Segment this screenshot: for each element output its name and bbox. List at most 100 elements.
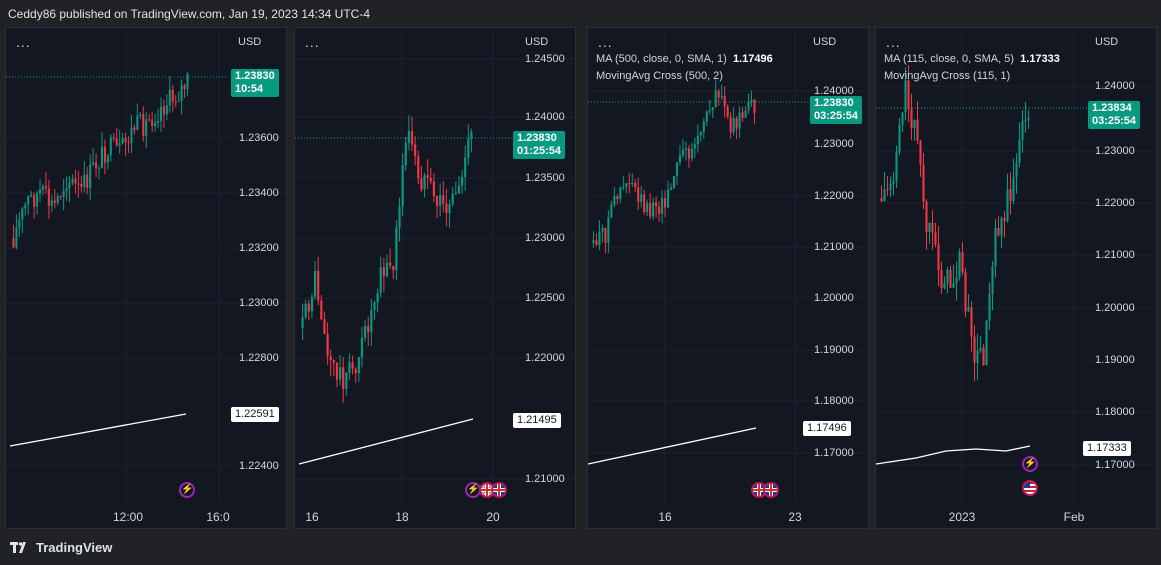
candle-body [595,240,598,246]
candle-body [50,200,53,206]
bar-countdown: 03:25:54 [814,110,859,122]
candle-body [180,85,183,101]
candle-body [672,175,676,188]
candle-body [678,155,682,163]
chart-menu-button[interactable]: ... [598,34,613,50]
y-tick: 1.19000 [814,344,854,356]
candle-body [38,189,42,194]
candle-body [171,89,174,102]
indicator-legend-ma[interactable]: MA (115, close, 0, SMA, 5) 1.17333 [884,53,1060,65]
candle-body [684,148,687,150]
candle-body [967,307,970,312]
candle-body [616,196,619,199]
candle-body [1015,162,1018,178]
candle-body [696,135,699,145]
candle-body [357,357,360,374]
candle-body [470,132,473,139]
candle-body [693,144,696,149]
candle-body [159,106,163,122]
candle-body [1009,189,1012,201]
candle-body [1003,217,1006,221]
candle-body [429,177,432,182]
indicator-legend-cross[interactable]: MovingAvg Cross (115, 1) [884,70,1010,82]
chart-panel-3[interactable]: ... USD MA (500, close, 0, SMA, 1) 1.174… [587,27,869,529]
candle-body [109,137,112,156]
chart-menu-button[interactable]: ... [305,34,320,50]
indicator-legend-cross[interactable]: MovingAvg Cross (500, 2) [596,70,723,82]
candle-body [658,206,661,214]
legend-value: 1.17496 [732,53,773,65]
y-tick: 1.24500 [525,53,565,65]
candle-body [307,303,310,312]
candle-body [637,187,640,202]
x-tick: 12:00 [112,510,144,524]
candle-body [613,196,616,205]
candle-body [669,187,673,190]
y-tick: 1.21000 [814,241,854,253]
legend-text: MovingAvg Cross (500, 2) [596,70,723,82]
lightning-icon[interactable]: ⚡ [179,482,195,498]
candle-body [598,231,601,246]
chart-menu-button[interactable]: ... [886,34,901,50]
candle-body [750,99,753,102]
y-tick: 1.23200 [239,242,279,254]
y-tick: 1.23400 [239,187,279,199]
candle-body [18,219,21,228]
ma-value-label: 1.17333 [1083,441,1131,456]
moving-average-line [9,413,187,447]
candle-body [62,190,65,197]
candle-body [103,146,106,163]
candle-body [442,195,445,204]
candle-body [988,294,991,321]
candle-body [77,183,80,185]
y-tick: 1.22800 [239,352,279,364]
moving-average-line [876,445,1031,465]
candle-body [741,112,744,118]
x-tick: 2023 [948,510,976,524]
candle-body [27,196,30,205]
legend-text: MA (500, close, 0, SMA, 1) [596,53,727,65]
chart-panel-1[interactable]: ... USD 1.23600 1.23400 1.23200 1.23000 … [5,27,287,529]
candle-body [907,80,910,109]
x-tick: 16:0 [206,510,230,524]
indicator-legend-ma[interactable]: MA (500, close, 0, SMA, 1) 1.17496 [596,53,773,65]
candle-body [92,162,95,165]
chart-panel-2[interactable]: ... USD 1.24500 1.24000 1.23500 1.23000 … [294,27,576,529]
candle-body [354,368,357,374]
candle-body [41,186,45,190]
currency-label: USD [238,36,262,48]
candle-body [121,138,124,144]
candle-body [151,120,154,127]
candle-body [467,138,470,158]
lightning-icon[interactable]: ⚡ [1022,456,1038,472]
candle-body [44,186,47,189]
candle-body [943,283,946,289]
candle-body [649,202,652,217]
candle-body [89,164,92,189]
y-tick: 1.20000 [1095,302,1135,314]
candle-body [392,265,395,271]
candle-body [958,252,961,278]
uk-flag-icon[interactable] [491,482,507,498]
ma-value-label: 1.17496 [803,421,851,436]
candle-body [910,108,913,129]
uk-flag-icon[interactable] [763,482,779,498]
candle-body [976,350,979,364]
x-tick: Feb [1063,510,1085,524]
us-flag-icon[interactable] [1022,480,1038,496]
candle-body [928,222,931,232]
candle-body [364,325,367,338]
chart-panel-4[interactable]: ... USD MA (115, close, 0, SMA, 5) 1.173… [875,27,1157,529]
chart-menu-button[interactable]: ... [16,34,31,50]
candle-body [931,222,934,233]
candle-body [360,337,364,358]
candle-body [329,356,332,361]
candle-body [373,302,376,310]
candle-body [646,202,649,213]
candle-body [326,333,329,357]
candle-body [97,167,101,169]
y-tick: 1.21000 [1095,249,1135,261]
candle-body [407,131,410,143]
candle-body [142,114,145,137]
candle-body [753,99,756,113]
